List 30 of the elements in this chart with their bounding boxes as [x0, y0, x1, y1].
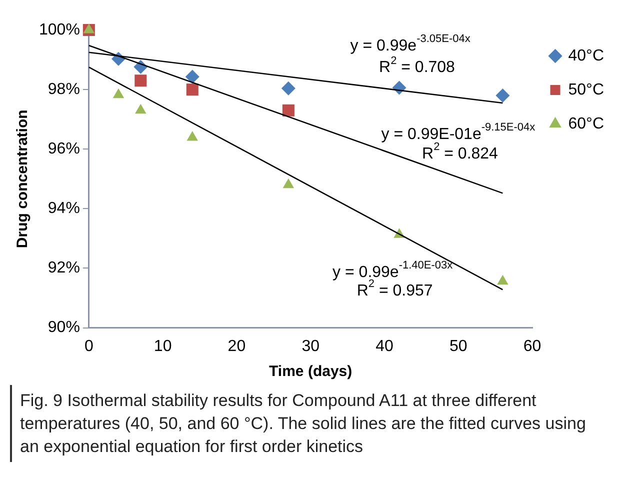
point	[112, 88, 124, 98]
point	[496, 88, 510, 103]
y-tick-label: 98%	[48, 80, 80, 98]
legend-label: 40°C	[568, 47, 604, 64]
legend-label: 60°C	[568, 115, 604, 132]
caption: Fig. 9 Isothermal stability results for Compound A11 at three different temperatures (40, 50, and 60 °C). The solid lines are the fitted curves using an exponential equation for first order kinetics	[20, 390, 587, 458]
point	[281, 81, 296, 96]
x-tick-label: 60	[523, 338, 542, 355]
y-tick-label: 100%	[39, 21, 80, 38]
x-tick-label: 50	[449, 338, 468, 355]
x-axis-title: Time (days)	[269, 363, 352, 380]
legend-label: 50°C	[568, 81, 604, 98]
point	[135, 104, 146, 114]
y-tick-label: 96%	[48, 140, 80, 158]
point	[185, 70, 200, 84]
point	[186, 84, 198, 96]
y-tick-label: 94%	[48, 200, 80, 218]
y-axis-title: Drug concentration	[14, 110, 32, 248]
x-tick-label: 20	[228, 338, 246, 355]
x-tick-label: 30	[302, 338, 320, 355]
point	[282, 104, 294, 116]
x-tick-label: 0	[84, 338, 94, 355]
point	[497, 274, 508, 285]
x-tick-label: 10	[154, 338, 172, 355]
x-tick-label: 40	[376, 338, 394, 355]
point	[134, 74, 147, 87]
y-tick-label: 92%	[48, 260, 80, 277]
y-tick-label: 90%	[48, 319, 80, 336]
point	[186, 131, 198, 141]
point	[282, 178, 294, 188]
